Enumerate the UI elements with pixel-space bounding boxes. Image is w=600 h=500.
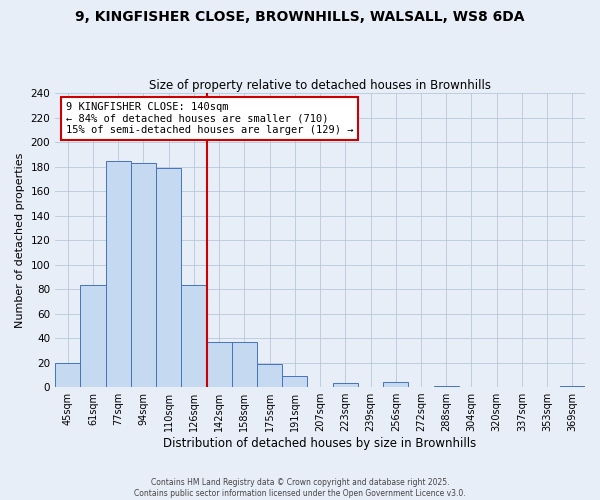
Bar	[181, 286, 206, 387]
Bar	[55, 362, 80, 387]
Text: Contains HM Land Registry data © Crown copyright and database right 2025.
Contai: Contains HM Land Registry data © Crown c…	[134, 478, 466, 498]
Bar	[206, 342, 232, 387]
Bar	[383, 382, 409, 387]
Y-axis label: Number of detached properties: Number of detached properties	[15, 152, 25, 328]
X-axis label: Distribution of detached houses by size in Brownhills: Distribution of detached houses by size …	[163, 437, 477, 450]
Bar	[560, 386, 585, 387]
Bar	[80, 286, 106, 387]
Bar	[232, 342, 257, 387]
Bar	[282, 376, 307, 387]
Bar	[106, 160, 131, 387]
Bar	[131, 163, 156, 387]
Bar	[332, 384, 358, 387]
Bar	[434, 386, 459, 387]
Title: Size of property relative to detached houses in Brownhills: Size of property relative to detached ho…	[149, 79, 491, 92]
Text: 9 KINGFISHER CLOSE: 140sqm
← 84% of detached houses are smaller (710)
15% of sem: 9 KINGFISHER CLOSE: 140sqm ← 84% of deta…	[66, 102, 353, 135]
Bar	[257, 364, 282, 387]
Bar	[156, 168, 181, 387]
Text: 9, KINGFISHER CLOSE, BROWNHILLS, WALSALL, WS8 6DA: 9, KINGFISHER CLOSE, BROWNHILLS, WALSALL…	[75, 10, 525, 24]
